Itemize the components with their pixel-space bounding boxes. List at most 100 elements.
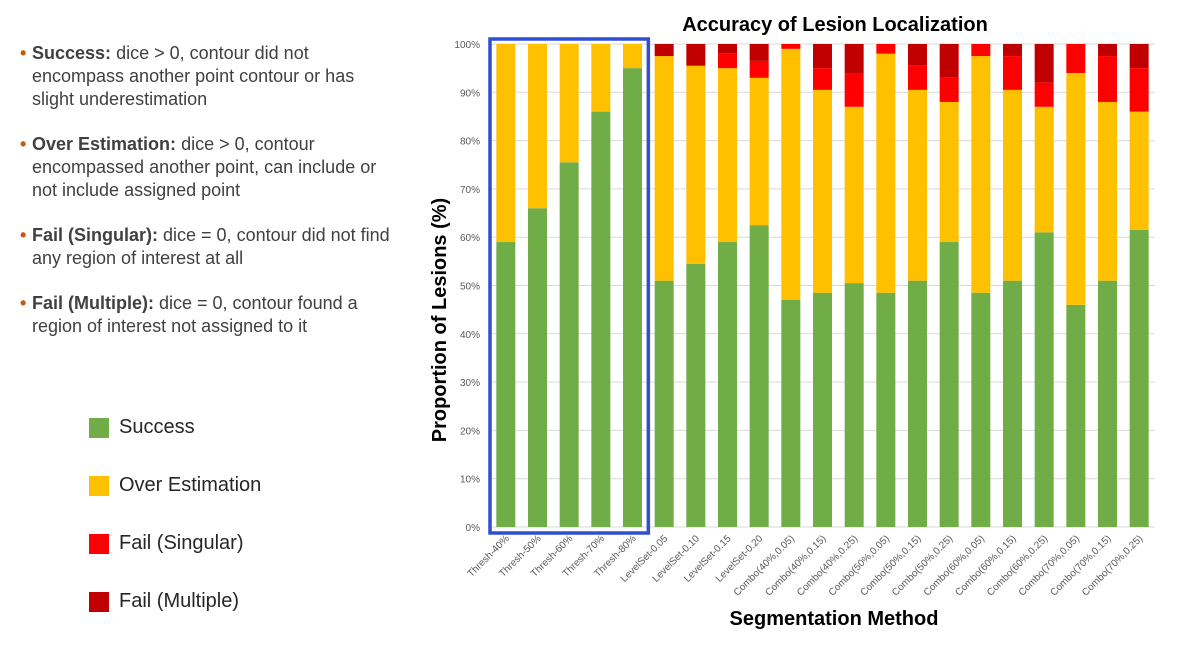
bar-segment-over-estimation: [591, 44, 611, 112]
bar-segment-over-estimation: [686, 65, 706, 264]
bullet-desc: dice > 0, contour encompassed another po…: [32, 134, 377, 200]
bullet-desc: dice = 0, contour found a region of inte…: [32, 293, 358, 336]
x-axis-label: Segmentation Method: [730, 608, 939, 630]
bar-segment-fail-singular: [749, 60, 769, 78]
bar-segment-fail-multiple: [813, 44, 832, 69]
bullet-desc: dice = 0, contour did not find any regio…: [32, 225, 390, 268]
bar-segment-fail-multiple: [1003, 44, 1022, 57]
bar-segment-success: [1129, 229, 1149, 527]
bar-segment-over-estimation: [1098, 101, 1117, 281]
y-tick-label: 90%: [460, 88, 480, 99]
bar-segment-success: [591, 111, 611, 528]
legend-swatch: [89, 591, 109, 612]
bar-segment-over-estimation: [749, 77, 769, 226]
chart-title: Accuracy of Lesion Localization: [682, 14, 988, 36]
bullet-marker: •: [20, 225, 27, 245]
highlight-overlay: [488, 37, 651, 535]
legend-swatch: [89, 475, 109, 496]
bar-segment-success: [844, 283, 864, 527]
legend-item-fail-singular: Fail (Singular): [89, 529, 261, 558]
bar-segment-success: [876, 292, 896, 527]
bar-segment-over-estimation: [939, 101, 959, 243]
y-tick-label: 50%: [460, 282, 480, 293]
bar-segment-over-estimation: [844, 106, 864, 284]
legend-swatch: [89, 533, 109, 554]
bar-segment-over-estimation: [781, 48, 801, 300]
bullet-marker: •: [20, 134, 27, 154]
bullet-term: Over Estimation:: [32, 134, 177, 154]
bar-segment-over-estimation: [718, 68, 737, 243]
bullet-success: • Success: dice > 0, contour did not enc…: [20, 42, 400, 111]
y-tick-label: 0%: [466, 523, 481, 534]
bullet-term: Fail (Multiple):: [32, 293, 154, 313]
bullet-marker: •: [20, 43, 27, 63]
bar-segment-over-estimation: [1003, 89, 1022, 281]
bar-segment-over-estimation: [813, 89, 832, 293]
bar-segment-success: [528, 208, 547, 527]
bar-segment-over-estimation: [559, 44, 579, 163]
bar-segment-success: [1066, 304, 1086, 527]
bar-segment-over-estimation: [1066, 72, 1086, 305]
bar-segment-fail-singular: [1098, 56, 1117, 102]
legend: Success Over Estimation Fail (Singular) …: [89, 413, 261, 645]
bar-segment-fail-multiple: [1034, 44, 1054, 83]
bar-segment-success: [623, 68, 642, 528]
legend-label: Fail (Multiple): [119, 590, 240, 612]
bullet-over-estimation: • Over Estimation: dice > 0, contour enc…: [20, 133, 400, 202]
bar-segment-over-estimation: [908, 89, 927, 281]
bar-segment-success: [1034, 232, 1054, 527]
bullet-term: Fail (Singular):: [32, 225, 158, 245]
bar-segment-fail-multiple: [908, 44, 927, 66]
bullet-marker: •: [20, 293, 27, 313]
bar-segment-over-estimation: [1129, 111, 1149, 230]
bar-segment-success: [781, 299, 801, 527]
y-tick-label: 70%: [460, 185, 480, 196]
bar-segment-fail-singular: [1003, 56, 1022, 90]
bar-segment-fail-multiple: [718, 44, 737, 54]
bar-segment-success: [908, 280, 927, 527]
bars: [496, 44, 1149, 528]
y-tick-label: 30%: [460, 378, 480, 389]
legend-label: Fail (Singular): [119, 532, 244, 554]
bar-segment-success: [1098, 280, 1117, 527]
bar-segment-success: [813, 292, 832, 527]
bar-segment-fail-multiple: [686, 44, 706, 66]
bar-segment-success: [654, 280, 674, 527]
bar-segment-over-estimation: [528, 44, 547, 209]
bar-segment-over-estimation: [876, 53, 896, 293]
bar-segment-success: [971, 292, 991, 527]
bullet-desc: dice > 0, contour did not encompass anot…: [32, 43, 355, 109]
bar-segment-fail-singular: [813, 68, 832, 90]
bar-segment-success: [686, 263, 706, 527]
bar-segment-success: [939, 242, 959, 527]
bar-segment-over-estimation: [623, 44, 642, 69]
bar-segment-fail-singular: [781, 44, 801, 49]
bullet-term: Success:: [32, 43, 112, 63]
bar-segment-fail-singular: [1129, 68, 1149, 112]
bar-segment-over-estimation: [1034, 106, 1054, 233]
y-tick-label: 60%: [460, 233, 480, 244]
bar-segment-over-estimation: [971, 56, 991, 293]
bar-segment-fail-singular: [939, 77, 959, 102]
bar-segment-success: [559, 162, 579, 527]
bar-segment-over-estimation: [654, 56, 674, 281]
y-tick-label: 100%: [454, 40, 480, 51]
bar-segment-fail-multiple: [1129, 44, 1149, 69]
y-tick-label: 10%: [460, 475, 480, 486]
y-tick-labels: 0% 10% 20% 30% 40% 50% 60% 70% 80% 90% 100%: [454, 40, 480, 534]
bar-segment-fail-multiple: [654, 44, 674, 57]
x-tick-label: Combo(70%,0.25): [1080, 533, 1145, 598]
highlight-box: [488, 37, 651, 535]
bar-segment-success: [749, 225, 769, 527]
x-tick-labels: Thresh-40%Thresh-50%Thresh-60%Thresh-70%…: [466, 533, 1146, 598]
legend-label: Success: [119, 416, 195, 438]
legend-item-over-estimation: Over Estimation: [89, 471, 261, 500]
bar-segment-fail-multiple: [939, 44, 959, 78]
legend-swatch: [89, 417, 109, 438]
bar-segment-fail-singular: [876, 44, 896, 54]
bar-segment-fail-singular: [971, 44, 991, 57]
bar-segment-success: [1003, 280, 1022, 527]
legend-item-success: Success: [89, 413, 261, 442]
bar-segment-fail-singular: [844, 72, 864, 107]
